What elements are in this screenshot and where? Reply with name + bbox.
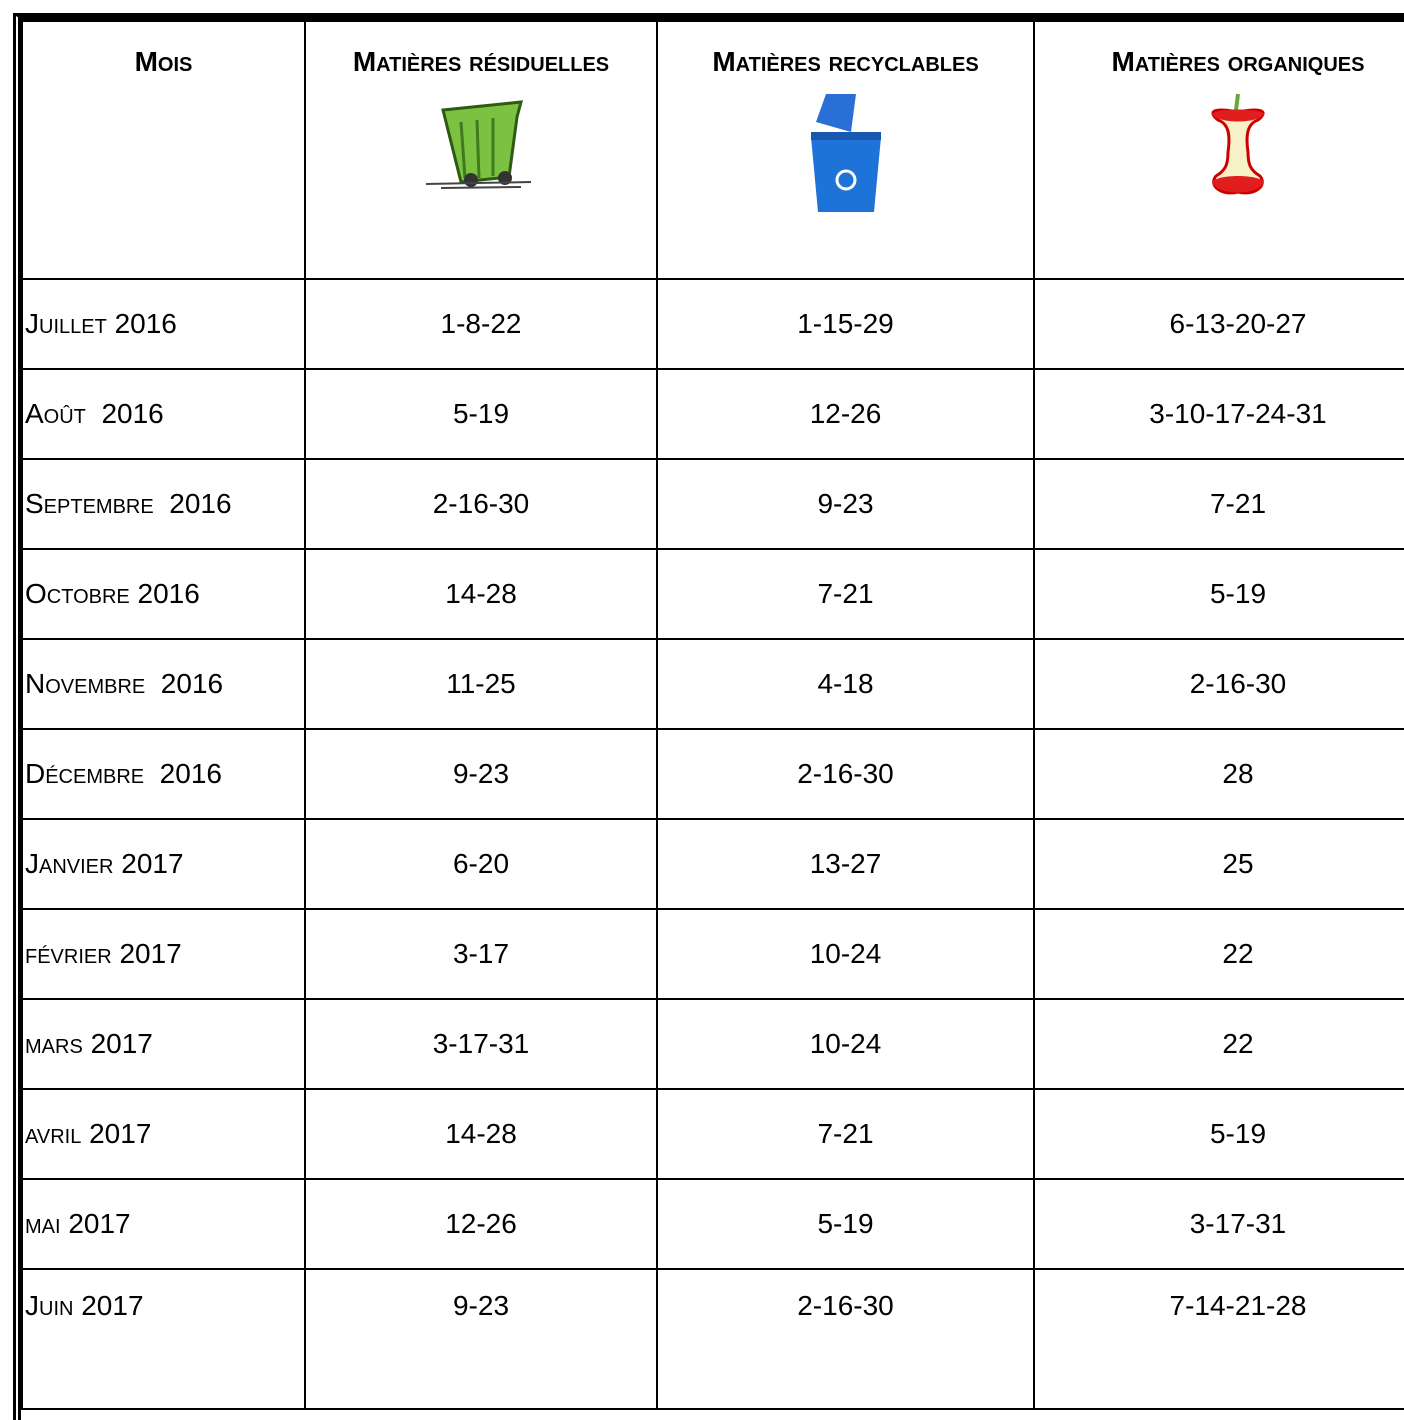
dates-cell: 14-28: [305, 549, 657, 639]
header-cell: Matières résiduelles: [305, 21, 657, 279]
month-cell: avril 2017: [22, 1089, 305, 1179]
header-row: Mois Matières résiduelles Matières recyc…: [22, 21, 1404, 279]
dates-cell: 6-20: [305, 819, 657, 909]
dates-cell: 22: [1034, 999, 1404, 1089]
table-frame: Mois Matières résiduelles Matières recyc…: [13, 13, 1404, 1420]
month-cell: Juillet 2016: [22, 279, 305, 369]
recycling-bin-icon: [796, 92, 896, 232]
header-cell: Matières organiques: [1034, 21, 1404, 279]
dates-cell: 28: [1034, 729, 1404, 819]
month-cell: Août 2016: [22, 369, 305, 459]
dates-cell: 14-28: [305, 1089, 657, 1179]
dates-cell: 10-24: [657, 999, 1034, 1089]
dates-cell: 5-19: [657, 1179, 1034, 1269]
dates-cell: 1-8-22: [305, 279, 657, 369]
month-cell: mars 2017: [22, 999, 305, 1089]
dates-cell: 3-17: [305, 909, 657, 999]
dates-cell: 2-16-30: [305, 459, 657, 549]
dates-cell: 6-13-20-27: [1034, 279, 1404, 369]
page: Mois Matières résiduelles Matières recyc…: [0, 0, 1404, 1355]
month-cell: Juin 2017: [22, 1269, 305, 1409]
month-cell: Décembre 2016: [22, 729, 305, 819]
dates-cell: 7-21: [657, 1089, 1034, 1179]
header-text: Matières organiques: [1112, 46, 1365, 77]
month-cell: Octobre 2016: [22, 549, 305, 639]
schedule-table: Mois Matières résiduelles Matières recyc…: [21, 20, 1404, 1410]
dates-cell: 5-19: [1034, 549, 1404, 639]
header-cell: Mois: [22, 21, 305, 279]
month-cell: Novembre 2016: [22, 639, 305, 729]
month-cell: mai 2017: [22, 1179, 305, 1269]
dates-cell: 7-21: [1034, 459, 1404, 549]
dates-cell: 9-23: [305, 1269, 657, 1409]
dates-cell: 10-24: [657, 909, 1034, 999]
dates-cell: 22: [1034, 909, 1404, 999]
garbage-bin-icon: [421, 92, 541, 192]
dates-cell: 12-26: [305, 1179, 657, 1269]
header-text: Mois: [135, 46, 193, 77]
dates-cell: 7-14-21-28: [1034, 1269, 1404, 1409]
dates-cell: 25: [1034, 819, 1404, 909]
dates-cell: 3-10-17-24-31: [1034, 369, 1404, 459]
dates-cell: 9-23: [657, 459, 1034, 549]
dates-cell: 2-16-30: [657, 1269, 1034, 1409]
dates-cell: 4-18: [657, 639, 1034, 729]
dates-cell: 3-17-31: [305, 999, 657, 1089]
header-text: Matières résiduelles: [353, 46, 609, 77]
dates-cell: 11-25: [305, 639, 657, 729]
dates-cell: 9-23: [305, 729, 657, 819]
dates-cell: 1-15-29: [657, 279, 1034, 369]
dates-cell: 5-19: [305, 369, 657, 459]
dates-cell: 5-19: [1034, 1089, 1404, 1179]
header-cell: Matières recyclables: [657, 21, 1034, 279]
dates-cell: 12-26: [657, 369, 1034, 459]
header-text: Matières recyclables: [712, 46, 978, 77]
month-cell: Janvier 2017: [22, 819, 305, 909]
month-cell: février 2017: [22, 909, 305, 999]
dates-cell: 2-16-30: [1034, 639, 1404, 729]
dates-cell: 7-21: [657, 549, 1034, 639]
dates-cell: 3-17-31: [1034, 1179, 1404, 1269]
dates-cell: 13-27: [657, 819, 1034, 909]
dates-cell: 2-16-30: [657, 729, 1034, 819]
month-cell: Septembre 2016: [22, 459, 305, 549]
apple-core-icon: [1198, 92, 1278, 202]
